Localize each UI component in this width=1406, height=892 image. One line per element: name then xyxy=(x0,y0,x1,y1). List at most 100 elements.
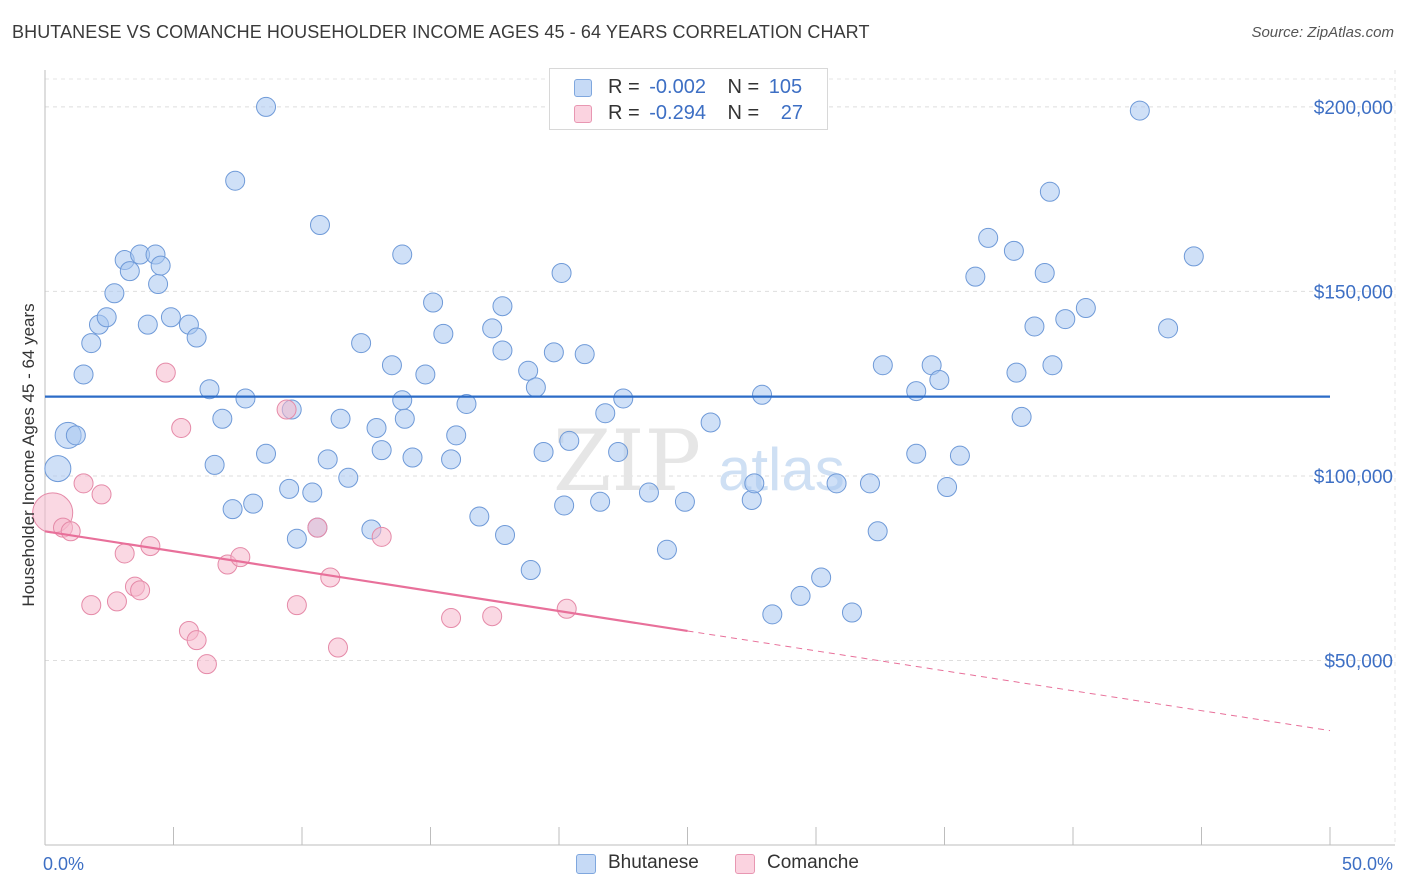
source-label: Source: ZipAtlas.com xyxy=(1251,24,1394,41)
bhutanese-point xyxy=(381,355,402,376)
bhutanese-point xyxy=(741,489,762,510)
legend-r-label: R = xyxy=(608,102,640,124)
bhutanese-point xyxy=(744,473,765,494)
legend-swatch-comanche xyxy=(574,105,592,123)
bhutanese-point xyxy=(279,478,300,499)
y-tick-label: $100,000 xyxy=(1314,467,1393,488)
bhutanese-point xyxy=(978,227,999,248)
bhutanese-point xyxy=(371,440,392,461)
bhutanese-point xyxy=(119,261,140,282)
bhutanese-point xyxy=(415,364,436,385)
bhutanese-point xyxy=(160,307,181,328)
bhutanese-point xyxy=(656,539,677,560)
bhutanese-point xyxy=(811,567,832,588)
bhutanese-point xyxy=(225,170,246,191)
bhutanese-point xyxy=(235,388,256,409)
bhutanese-point xyxy=(906,443,927,464)
comanche-point xyxy=(73,473,94,494)
y-axis-title: Householder Income Ages 45 - 64 years xyxy=(19,303,38,606)
bhutanese-point xyxy=(330,408,351,429)
chart-title: BHUTANESE VS COMANCHE HOUSEHOLDER INCOME… xyxy=(12,22,870,42)
comanche-point xyxy=(196,654,217,675)
bhutanese-point xyxy=(1183,246,1204,267)
bhutanese-point xyxy=(1129,100,1150,121)
bhutanese-point xyxy=(495,525,516,545)
bhutanese-point xyxy=(65,425,86,446)
bhutanese-point xyxy=(867,521,888,542)
bhutanese-point xyxy=(366,417,387,438)
legend-r-value: -0.002 xyxy=(649,76,706,98)
legend-n-value: 105 xyxy=(768,76,803,98)
bhutanese-point xyxy=(81,333,102,354)
bhutanese-point xyxy=(1039,181,1060,202)
comanche-point xyxy=(556,598,577,619)
watermark-atlas: atlas xyxy=(718,436,845,503)
bhutanese-point xyxy=(790,585,811,606)
bhutanese-point xyxy=(1006,362,1027,383)
bhutanese-point xyxy=(859,473,880,494)
bhutanese-point xyxy=(456,393,477,414)
comanche-trend-line xyxy=(44,530,688,633)
bhutanese-point xyxy=(302,482,323,503)
comanche-point xyxy=(81,595,102,616)
series-legend-swatch-comanche xyxy=(735,854,755,874)
comanche-point xyxy=(276,399,297,420)
bhutanese-point xyxy=(338,467,359,488)
comanche-point xyxy=(114,543,135,564)
bhutanese-point xyxy=(441,449,462,470)
series-legend-label: Bhutanese xyxy=(608,852,699,873)
bhutanese-point xyxy=(525,377,546,398)
comanche-point xyxy=(171,417,192,438)
bhutanese-point xyxy=(1075,298,1096,319)
bhutanese-point xyxy=(204,454,225,475)
bhutanese-point xyxy=(752,384,773,405)
comanche-point xyxy=(186,630,207,651)
comanche-point xyxy=(307,517,328,538)
comanche-point xyxy=(91,484,112,505)
bhutanese-point xyxy=(392,390,413,411)
comanche-point xyxy=(286,595,307,616)
bhutanese-point xyxy=(533,441,554,462)
comanche-trend-extrapolation xyxy=(687,630,1331,732)
bhutanese-point xyxy=(518,360,539,381)
series-legend-label: Comanche xyxy=(767,852,859,873)
bhutanese-point xyxy=(906,381,927,402)
legend-n-value: 27 xyxy=(780,102,804,124)
legend-n-label: N = xyxy=(727,76,760,98)
bhutanese-point xyxy=(433,323,454,344)
series-legend: Bhutanese Comanche xyxy=(0,852,1406,878)
bhutanese-point xyxy=(826,473,847,494)
comanche-point xyxy=(155,362,176,383)
bhutanese-point xyxy=(574,344,595,365)
bhutanese-point xyxy=(96,307,117,328)
comanche-point xyxy=(371,526,392,547)
bhutanese-point xyxy=(44,455,72,483)
bhutanese-point xyxy=(150,255,171,276)
bhutanese-point xyxy=(317,449,338,470)
bhutanese-point xyxy=(73,364,94,385)
bhutanese-point xyxy=(595,403,616,424)
bhutanese-point xyxy=(243,493,264,514)
bhutanese-point xyxy=(1034,262,1055,283)
bhutanese-point xyxy=(1158,318,1179,339)
bhutanese-point xyxy=(872,355,893,376)
bhutanese-point xyxy=(1003,240,1024,261)
trend-lines xyxy=(44,395,1331,732)
comanche-point xyxy=(327,637,348,658)
correlation-legend: R = -0.002 N = 105 R = -0.294 N = 27 xyxy=(549,68,828,130)
legend-r-value: -0.294 xyxy=(649,102,706,124)
axes xyxy=(44,70,1395,846)
data-points xyxy=(32,96,1204,675)
bhutanese-point xyxy=(186,327,207,348)
bhutanese-point xyxy=(137,314,158,335)
y-tick-label: $50,000 xyxy=(1324,651,1393,672)
bhutanese-point xyxy=(590,491,611,512)
tick-labels: $50,000 $100,000 $150,000 $200,000 0.0% 50.0% xyxy=(43,98,1393,874)
bhutanese-point xyxy=(554,495,575,516)
bhutanese-point xyxy=(446,425,467,446)
bhutanese-point xyxy=(402,447,423,468)
series-legend-swatch-bhutanese xyxy=(576,854,596,874)
y-tick-label: $150,000 xyxy=(1314,282,1393,303)
bhutanese-point xyxy=(256,443,277,464)
y-tick-label: $200,000 xyxy=(1314,98,1393,119)
